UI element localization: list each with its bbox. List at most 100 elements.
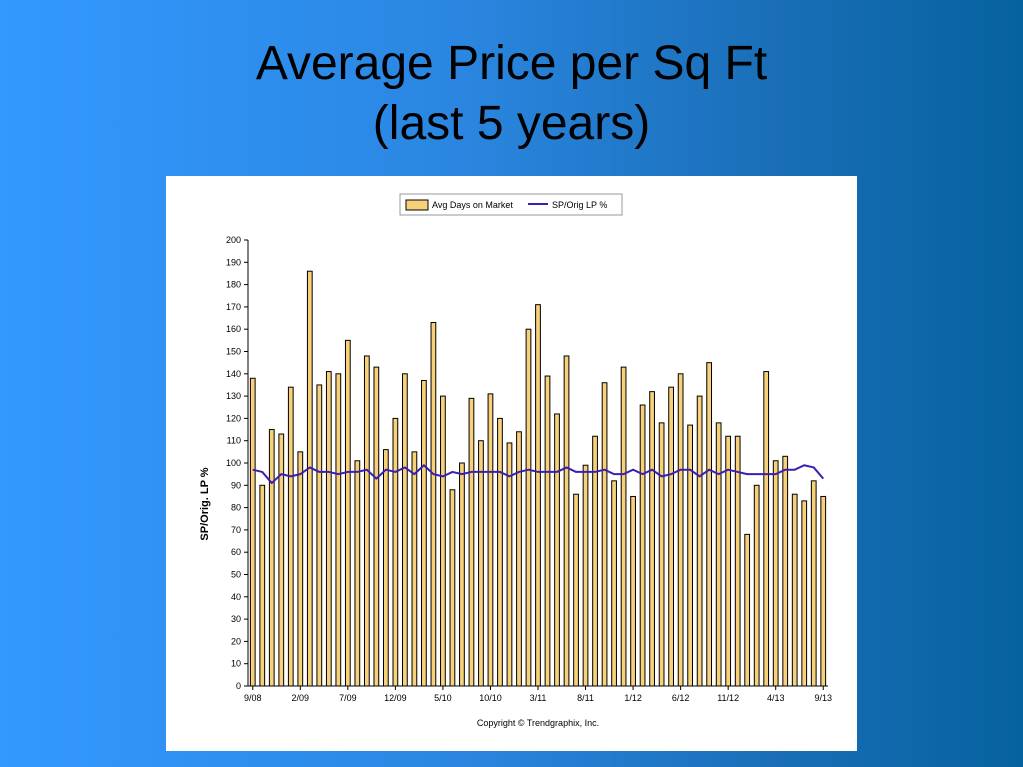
bar (535, 304, 541, 687)
line-series (252, 464, 825, 485)
bar (440, 395, 446, 687)
bar (411, 451, 418, 687)
y-tick-label: 160 (226, 324, 241, 334)
bar (649, 391, 655, 687)
bar (392, 417, 399, 687)
bar (325, 371, 332, 687)
x-tick-label: 2/09 (292, 693, 310, 703)
bar (620, 366, 627, 687)
x-tick-label: 6/12 (672, 693, 690, 703)
x-tick-label: 4/13 (767, 693, 785, 703)
bar (687, 424, 693, 687)
bar (316, 384, 323, 687)
x-tick-label: 10/10 (479, 693, 502, 703)
bar (782, 455, 789, 687)
y-tick-label: 150 (226, 347, 241, 357)
x-tick-label: 9/13 (814, 693, 832, 703)
x-tick-label: 3/11 (530, 693, 547, 703)
bar (525, 328, 532, 687)
x-tick-label: 8/11 (577, 693, 594, 703)
x-axis: 9/08 2/09 7/09 12/09 5/10 10/10 3/11 8/11 1/12 6/… (244, 685, 832, 703)
y-tick-label: 70 (231, 525, 241, 535)
chart-panel: Avg Days on Market SP/Orig LP % SP/Orig.… (166, 176, 857, 751)
bar (344, 339, 351, 687)
bar (468, 397, 475, 687)
legend-bar-label: Avg Days on Market (432, 200, 513, 210)
bar (497, 417, 503, 687)
bar (820, 495, 827, 687)
sp-orig-lp-line (252, 464, 825, 485)
bar (373, 366, 380, 687)
x-tick-label: 7/09 (339, 693, 357, 703)
y-tick-label: 180 (226, 280, 241, 290)
bar (573, 493, 579, 687)
bar (544, 375, 551, 687)
y-tick-label: 120 (226, 413, 241, 423)
bar (639, 404, 646, 687)
y-tick-label: 140 (226, 369, 241, 379)
y-tick-label: 0 (236, 681, 241, 691)
y-axis: 0 10 20 30 40 50 60 70 80 90 100 110 120 130 140 150 160… (226, 235, 249, 691)
legend-bar-swatch (405, 199, 429, 211)
bar (706, 362, 713, 687)
bar (382, 449, 389, 687)
x-tick-label: 11/12 (717, 693, 739, 703)
bar (763, 371, 770, 687)
bar (430, 322, 437, 687)
legend: Avg Days on Market SP/Orig LP % (399, 193, 623, 216)
y-axis-label: SP/Orig. LP % (199, 467, 211, 540)
bar (478, 440, 484, 687)
bar (677, 373, 684, 687)
y-tick-label: 110 (227, 436, 241, 446)
x-tick-label: 12/09 (384, 693, 407, 703)
bar-series (249, 270, 827, 687)
bar (630, 495, 636, 687)
bar (658, 422, 665, 687)
bar (335, 373, 342, 687)
bar (421, 379, 427, 687)
y-tick-label: 60 (231, 547, 241, 557)
slide-title: Average Price per Sq Ft (last 5 years) (0, 34, 1023, 154)
y-tick-label: 90 (231, 480, 241, 490)
legend-box (399, 193, 623, 216)
bar (449, 489, 456, 687)
y-tick-label: 10 (231, 659, 241, 669)
y-tick-label: 170 (226, 302, 241, 312)
bar (772, 460, 779, 687)
y-tick-label: 190 (226, 257, 241, 267)
bar (734, 435, 741, 687)
bar-line-chart: Avg Days on Market SP/Orig LP % SP/Orig.… (199, 193, 832, 728)
y-tick-label: 100 (226, 458, 241, 468)
bar (791, 493, 798, 687)
bar (306, 270, 313, 687)
bar (506, 442, 513, 687)
bar (287, 386, 294, 687)
slide-title-line-1: Average Price per Sq Ft (255, 37, 768, 90)
bar (354, 460, 361, 687)
bar (554, 413, 560, 687)
y-tick-label: 30 (231, 614, 241, 624)
bar (810, 480, 817, 687)
slide-title-line-2: (last 5 years) (372, 97, 651, 150)
bar (459, 462, 465, 687)
bar (668, 386, 674, 687)
bar (516, 431, 522, 687)
y-tick-label: 80 (231, 503, 241, 513)
x-tick-label: 5/10 (434, 693, 452, 703)
bar (582, 464, 589, 687)
legend-line-label: SP/Orig LP % (552, 200, 607, 210)
bar (278, 433, 285, 687)
y-tick-label: 200 (226, 235, 241, 245)
bar (402, 373, 408, 687)
bar (753, 484, 760, 687)
x-tick-label: 9/08 (244, 693, 262, 703)
y-tick-label: 20 (231, 636, 241, 646)
bar (592, 435, 598, 687)
bar (363, 355, 370, 687)
bar (297, 451, 304, 687)
bar (715, 422, 722, 687)
y-tick-label: 50 (231, 570, 241, 580)
bar (487, 393, 494, 687)
bar (563, 355, 570, 687)
bar (268, 429, 275, 687)
